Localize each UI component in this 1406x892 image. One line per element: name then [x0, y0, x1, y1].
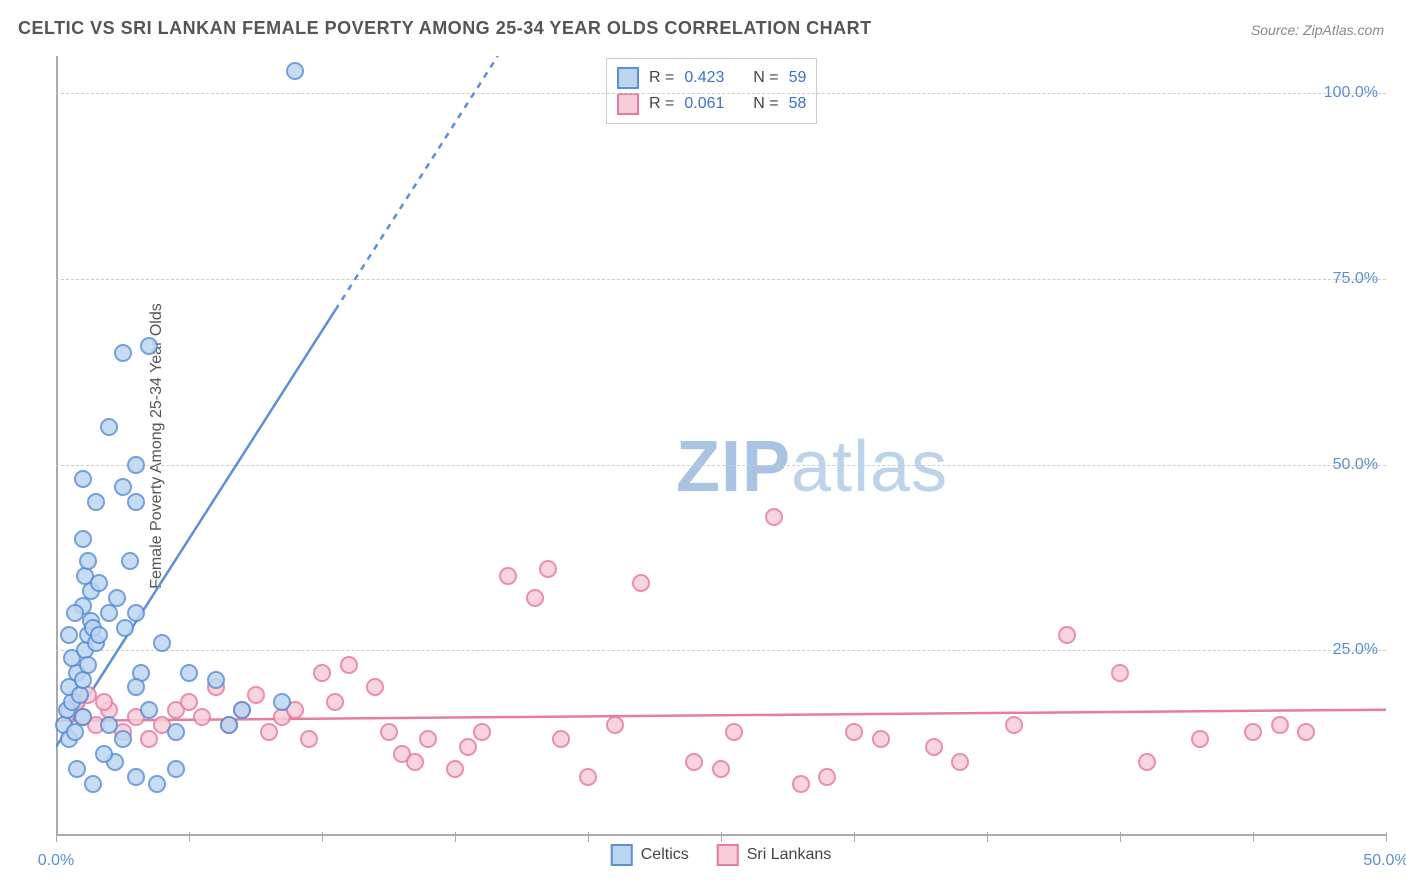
srilankans-point [313, 664, 331, 682]
srilankans-point [526, 589, 544, 607]
celtics-point [180, 664, 198, 682]
srilankans-point [260, 723, 278, 741]
celtics-point [87, 493, 105, 511]
srilankans-point [1191, 730, 1209, 748]
srilankans-point [1058, 626, 1076, 644]
srilankans-point [539, 560, 557, 578]
celtics-point [127, 678, 145, 696]
celtics-point [127, 493, 145, 511]
celtics-point [167, 723, 185, 741]
srilankans-point [366, 678, 384, 696]
celtics-point [68, 760, 86, 778]
srilankans-point [300, 730, 318, 748]
plot-area: ZIPatlas R = 0.423 N = 59 R = 0.061 N = … [56, 56, 1386, 836]
srilankans-point [326, 693, 344, 711]
srilankans-point [951, 753, 969, 771]
srilankans-point [685, 753, 703, 771]
celtics-point [74, 470, 92, 488]
srilankans-point [1111, 664, 1129, 682]
srilankans-point [1297, 723, 1315, 741]
srilankans-point [140, 730, 158, 748]
srilankans-point [1005, 716, 1023, 734]
celtics-point [100, 418, 118, 436]
srilankans-point [925, 738, 943, 756]
celtics-point [140, 701, 158, 719]
srilankans-point [845, 723, 863, 741]
legend-item-celtics: Celtics [611, 844, 689, 866]
celtics-point [121, 552, 139, 570]
trend-layer [56, 56, 1386, 836]
srilankans-point [380, 723, 398, 741]
chart-container: CELTIC VS SRI LANKAN FEMALE POVERTY AMON… [0, 0, 1406, 892]
celtics-point [79, 656, 97, 674]
srilankans-point [579, 768, 597, 786]
celtics-trend-line [56, 310, 335, 747]
series-legend: Celtics Sri Lankans [611, 844, 832, 866]
celtics-point [167, 760, 185, 778]
srilankans-point [725, 723, 743, 741]
celtics-point [79, 552, 97, 570]
x-tick-label: 50.0% [1363, 852, 1406, 870]
celtics-point [95, 745, 113, 763]
celtics-point [84, 775, 102, 793]
srilankans-point [247, 686, 265, 704]
srilankans-point [419, 730, 437, 748]
celtics-swatch [611, 844, 633, 866]
celtics-point [127, 768, 145, 786]
srilankans-point [340, 656, 358, 674]
srilankans-label: Sri Lankans [747, 846, 832, 864]
srilankans-point [712, 760, 730, 778]
celtics-point [273, 693, 291, 711]
srilankans-point [765, 508, 783, 526]
celtics-point [207, 671, 225, 689]
celtics-point [100, 716, 118, 734]
celtics-point [90, 574, 108, 592]
srilankans-point [818, 768, 836, 786]
srilankans-trend-line [56, 710, 1386, 721]
source-attribution: Source: ZipAtlas.com [1251, 22, 1384, 38]
celtics-point [233, 701, 251, 719]
celtics-point [127, 456, 145, 474]
celtics-point [90, 626, 108, 644]
srilankans-point [499, 567, 517, 585]
celtics-point [108, 589, 126, 607]
celtics-point [140, 337, 158, 355]
celtics-point [153, 634, 171, 652]
legend-item-srilankans: Sri Lankans [717, 844, 832, 866]
celtics-point [127, 604, 145, 622]
celtics-point [148, 775, 166, 793]
srilankans-point [632, 574, 650, 592]
srilankans-point [792, 775, 810, 793]
celtics-point [114, 344, 132, 362]
celtics-point [74, 530, 92, 548]
srilankans-point [1138, 753, 1156, 771]
srilankans-point [180, 693, 198, 711]
srilankans-point [459, 738, 477, 756]
srilankans-swatch [717, 844, 739, 866]
srilankans-point [872, 730, 890, 748]
srilankans-point [406, 753, 424, 771]
celtics-point [66, 604, 84, 622]
x-tick [1386, 832, 1387, 842]
celtics-point [114, 730, 132, 748]
celtics-point [116, 619, 134, 637]
srilankans-point [1244, 723, 1262, 741]
srilankans-point [606, 716, 624, 734]
celtics-point [60, 626, 78, 644]
srilankans-point [446, 760, 464, 778]
chart-title: CELTIC VS SRI LANKAN FEMALE POVERTY AMON… [18, 18, 872, 39]
celtics-label: Celtics [641, 846, 689, 864]
srilankans-point [552, 730, 570, 748]
celtics-point [114, 478, 132, 496]
celtics-trend-line [335, 56, 497, 310]
x-tick-label: 0.0% [38, 852, 74, 870]
celtics-point [74, 708, 92, 726]
srilankans-point [193, 708, 211, 726]
celtics-point [286, 62, 304, 80]
srilankans-point [95, 693, 113, 711]
celtics-point [220, 716, 238, 734]
srilankans-point [473, 723, 491, 741]
srilankans-point [1271, 716, 1289, 734]
